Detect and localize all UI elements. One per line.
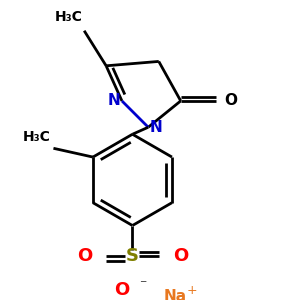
Text: O: O <box>115 280 130 298</box>
Text: H₃C: H₃C <box>55 10 83 24</box>
Text: O: O <box>77 247 92 265</box>
Text: N: N <box>107 93 120 108</box>
Text: +: + <box>187 284 197 297</box>
Text: Na: Na <box>163 289 186 300</box>
Text: S: S <box>126 247 139 265</box>
Text: H₃C: H₃C <box>23 130 51 144</box>
Text: N: N <box>150 120 163 135</box>
Text: O: O <box>225 93 238 108</box>
Text: ⁻: ⁻ <box>140 278 147 292</box>
Text: O: O <box>173 247 188 265</box>
